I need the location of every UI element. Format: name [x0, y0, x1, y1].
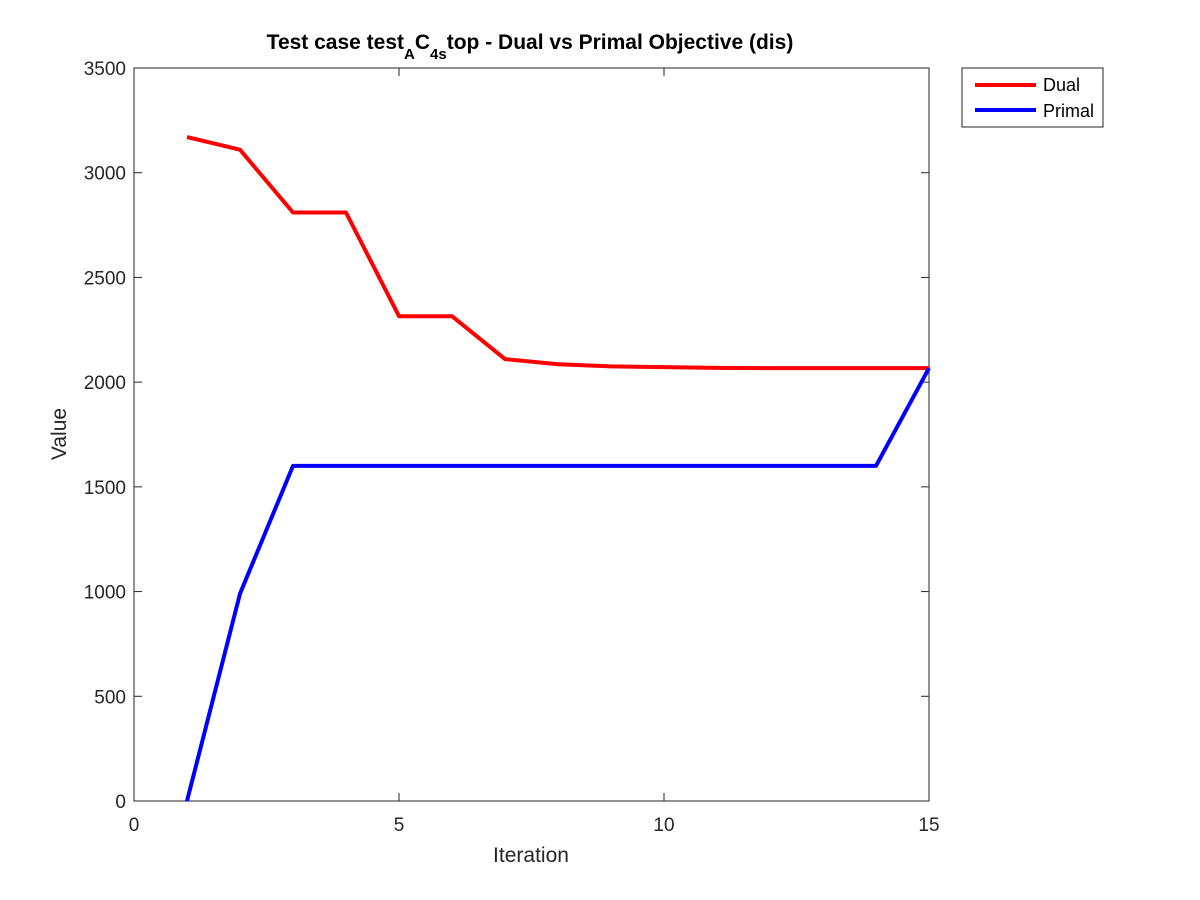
- title-prefix: Test case test: [267, 31, 404, 54]
- axes-box: [133, 67, 930, 802]
- x-axis-ticks: 0 5 10 15: [129, 68, 940, 836]
- y-axis-label: Value: [48, 408, 71, 460]
- series-line-primal: [185, 367, 931, 802]
- title-suffix: top - Dual vs Primal Objective (dis): [447, 31, 794, 54]
- chart-title: Test case testAC4stop - Dual vs Primal O…: [267, 31, 794, 63]
- x-axis-label: Iteration: [493, 844, 569, 867]
- y-tick-label: 1500: [84, 478, 126, 499]
- y-axis-ticks: 0 500 1000 1500 2000 2500 3000 3500: [84, 59, 929, 813]
- y-tick-label: 3500: [84, 59, 126, 80]
- x-tick-label: 0: [129, 815, 140, 836]
- title-sub2: 4s: [430, 46, 447, 63]
- legend: Dual Primal: [961, 67, 1104, 128]
- y-tick-label: 2500: [84, 268, 126, 289]
- plot-area: 0 5 10 15 0 500 1000 1500 2000 2500 3000 3500: [84, 59, 940, 836]
- legend-label-primal: Primal: [1043, 101, 1094, 121]
- legend-label-dual: Dual: [1043, 75, 1080, 95]
- legend-box: [961, 67, 1104, 128]
- series-line-dual: [186, 135, 929, 371]
- title-mid: C: [415, 31, 430, 54]
- y-tick-label: 2000: [84, 373, 126, 394]
- series-lines: [185, 135, 931, 802]
- y-tick-label: 3000: [84, 164, 126, 185]
- y-tick-label: 0: [115, 792, 126, 813]
- y-tick-label: 500: [94, 687, 126, 708]
- title-sub1: A: [404, 46, 415, 63]
- x-tick-label: 10: [653, 815, 674, 836]
- y-tick-label: 1000: [84, 583, 126, 604]
- x-tick-label: 15: [918, 815, 939, 836]
- x-tick-label: 5: [394, 815, 405, 836]
